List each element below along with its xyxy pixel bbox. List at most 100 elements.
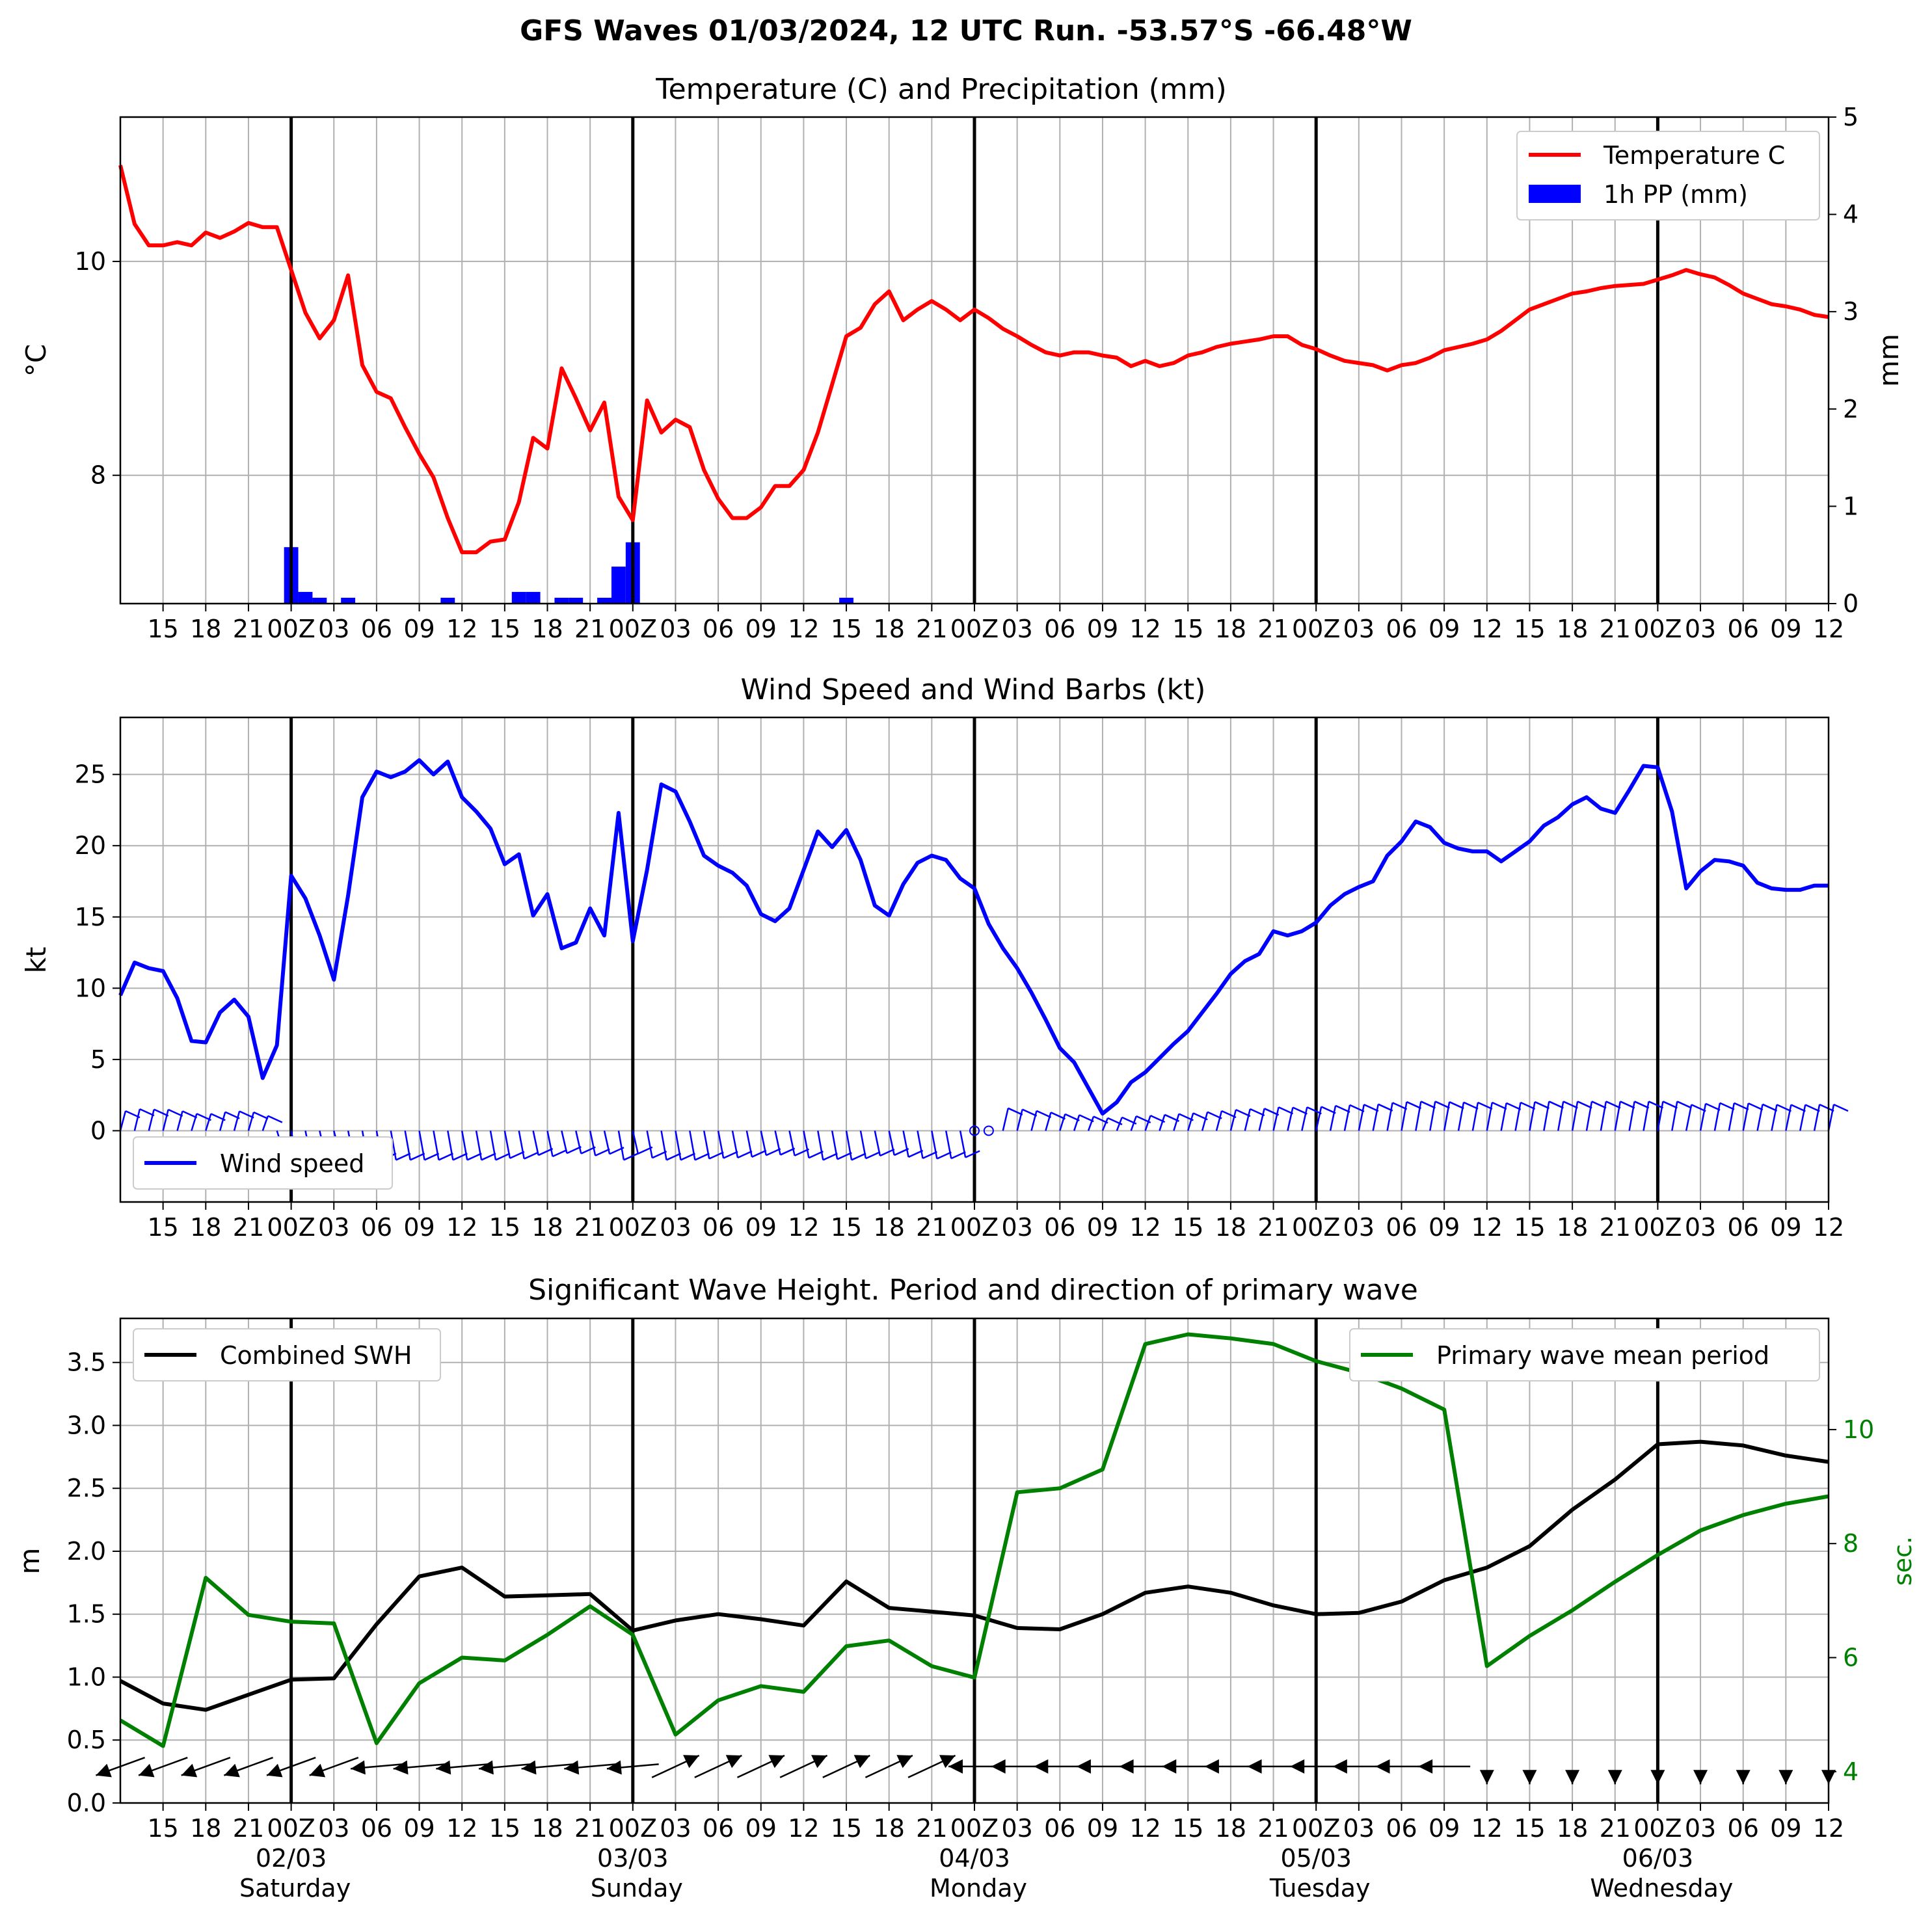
wind-barb-flag bbox=[253, 1111, 269, 1120]
y-tick-label-right: 4 bbox=[1843, 200, 1858, 229]
wind-barb-flag bbox=[1577, 1101, 1592, 1109]
wave-direction-arrow-head bbox=[725, 1755, 742, 1769]
wave-direction-arrow-head bbox=[606, 1760, 622, 1775]
x-tick-label: 12 bbox=[1471, 1213, 1503, 1242]
wind-barb-flag bbox=[481, 1153, 496, 1161]
wind-barb-flag bbox=[1449, 1101, 1464, 1110]
wind-barb bbox=[1685, 1104, 1693, 1131]
panel3-ylabel: m bbox=[14, 1548, 46, 1575]
wind-barb bbox=[532, 1130, 539, 1156]
panel1-ylabel: °C bbox=[20, 344, 52, 377]
wind-barb bbox=[831, 1130, 839, 1160]
day-name-label: Sunday bbox=[591, 1874, 683, 1902]
precip-bar bbox=[312, 598, 327, 604]
x-tick-label: 00Z bbox=[609, 615, 657, 643]
wind-barb bbox=[233, 1111, 241, 1131]
wave-direction-arrow-head bbox=[1204, 1759, 1219, 1774]
wind-barb bbox=[205, 1114, 212, 1131]
x-tick-label: 12 bbox=[1129, 1213, 1161, 1242]
wave-direction-arrow-head bbox=[309, 1763, 326, 1778]
y-tick-label: 5 bbox=[90, 1045, 106, 1074]
day-date-label: 02/03 bbox=[256, 1844, 327, 1873]
wind-barb bbox=[1073, 1114, 1080, 1131]
precip-bar bbox=[569, 598, 584, 604]
wind-barb-flag bbox=[723, 1151, 738, 1159]
wind-barb bbox=[1514, 1102, 1522, 1131]
wind-barb-flag bbox=[524, 1151, 539, 1160]
x-tick-label: 00Z bbox=[609, 1814, 657, 1843]
wind-barb bbox=[675, 1130, 682, 1160]
x-tick-label: 15 bbox=[831, 1814, 862, 1843]
y-tick-label-right: 8 bbox=[1843, 1529, 1858, 1558]
y-tick-label: 10 bbox=[75, 247, 106, 276]
wave-direction-arrow-head bbox=[1607, 1770, 1622, 1785]
wind-barb-flag bbox=[1378, 1103, 1393, 1112]
wave-direction-arrow-head bbox=[1332, 1759, 1347, 1774]
precip-bar bbox=[611, 567, 626, 604]
x-tick-label: 06 bbox=[361, 1213, 392, 1242]
x-tick-label: 03 bbox=[1343, 615, 1375, 643]
wind-barb-flag bbox=[424, 1153, 440, 1161]
wind-barb bbox=[760, 1130, 767, 1156]
wind-barb bbox=[703, 1130, 710, 1159]
wind-barb-flag bbox=[1079, 1114, 1094, 1123]
y-tick-label: 15 bbox=[75, 903, 106, 931]
precip-bar bbox=[526, 592, 541, 604]
wind-barb-flag bbox=[1719, 1102, 1735, 1110]
wind-barb bbox=[162, 1109, 169, 1131]
wave-direction-arrow-head bbox=[564, 1760, 580, 1775]
x-tick-label: 12 bbox=[1471, 1814, 1503, 1843]
wave-direction-arrow-head bbox=[948, 1759, 963, 1774]
y-tick-label: 0 bbox=[90, 1116, 106, 1145]
panel1-title: Temperature (C) and Precipitation (mm) bbox=[655, 73, 1227, 106]
x-tick-label: 18 bbox=[531, 615, 563, 643]
x-tick-label: 09 bbox=[1087, 615, 1118, 643]
x-tick-label: 06 bbox=[703, 1213, 734, 1242]
x-tick-label: 00Z bbox=[950, 1814, 999, 1843]
x-tick-label: 06 bbox=[1728, 1213, 1759, 1242]
wind-barb-flag bbox=[908, 1149, 924, 1158]
wind-barb bbox=[518, 1130, 525, 1159]
x-tick-label: 06 bbox=[361, 615, 392, 643]
x-tick-label: 06 bbox=[1386, 1213, 1417, 1242]
wave-panel: Significant Wave Height. Period and dire… bbox=[14, 1274, 1917, 1902]
wave-direction-arrow-head bbox=[224, 1763, 240, 1778]
x-tick-label: 12 bbox=[1813, 615, 1844, 643]
wind-barb bbox=[1030, 1110, 1038, 1131]
wind-barb-flag bbox=[652, 1151, 667, 1159]
wind-barb bbox=[1045, 1112, 1052, 1131]
period-line bbox=[119, 1332, 1829, 1748]
x-tick-label: 15 bbox=[147, 1213, 178, 1242]
wind-barb-flag bbox=[1634, 1101, 1650, 1109]
x-tick-label: 18 bbox=[190, 615, 221, 643]
x-tick-label: 15 bbox=[1172, 615, 1203, 643]
y-tick-label: 2.5 bbox=[67, 1474, 106, 1502]
wind-barb bbox=[1187, 1112, 1194, 1131]
wind-barb bbox=[1116, 1117, 1123, 1131]
wind-barb bbox=[1016, 1109, 1023, 1131]
wind-barb-flag bbox=[794, 1148, 810, 1156]
wind-barb bbox=[931, 1130, 938, 1159]
x-tick-label: 03 bbox=[318, 615, 349, 643]
wind-barb-flag bbox=[1022, 1108, 1038, 1117]
x-tick-label: 09 bbox=[403, 615, 435, 643]
wave-direction-arrow-head bbox=[683, 1755, 699, 1769]
wind-barb-flag bbox=[1833, 1103, 1849, 1112]
precip-bar bbox=[511, 592, 526, 604]
x-tick-label: 09 bbox=[745, 615, 777, 643]
x-tick-label: 18 bbox=[531, 1814, 563, 1843]
wind-barb bbox=[1600, 1101, 1607, 1131]
x-tick-label: 09 bbox=[1087, 1213, 1118, 1242]
wind-barb bbox=[1585, 1101, 1593, 1131]
x-tick-label: 09 bbox=[1429, 1213, 1460, 1242]
y-tick-label-right: 6 bbox=[1843, 1644, 1858, 1672]
y-tick-label: 0.5 bbox=[67, 1726, 106, 1754]
x-tick-label: 15 bbox=[489, 1213, 520, 1242]
legend-temperature-label: Temperature C bbox=[1603, 141, 1785, 170]
wind-barb-flag bbox=[1805, 1104, 1820, 1112]
wind-barb bbox=[1457, 1102, 1465, 1131]
wind-barb-flag bbox=[1420, 1101, 1436, 1109]
wind-barb bbox=[917, 1130, 924, 1159]
x-tick-label: 18 bbox=[1215, 1814, 1246, 1843]
